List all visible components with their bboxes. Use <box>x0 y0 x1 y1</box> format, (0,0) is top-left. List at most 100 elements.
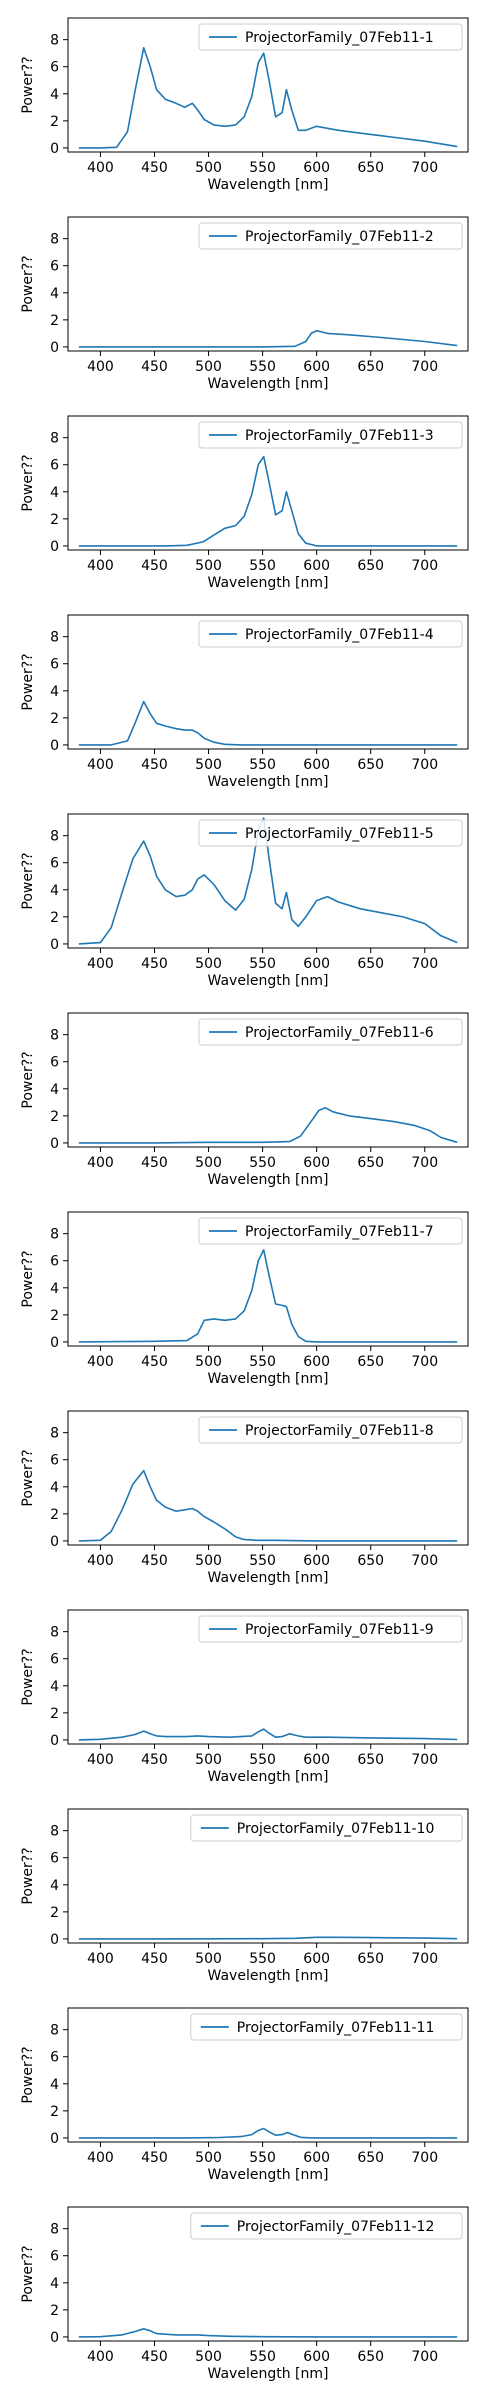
series-line <box>79 331 457 347</box>
x-tick-label: 400 <box>87 2150 114 2166</box>
x-tick-label: 400 <box>87 757 114 773</box>
x-tick-label: 550 <box>249 2349 276 2365</box>
legend-label: ProjectorFamily_07Feb11-5 <box>245 826 434 842</box>
x-axis-label: Wavelength [nm] <box>208 1172 329 1188</box>
y-tick-label: 0 <box>50 1335 59 1351</box>
x-tick-label: 650 <box>357 956 384 972</box>
y-tick-label: 0 <box>50 937 59 953</box>
x-tick-label: 500 <box>195 1553 222 1569</box>
y-tick-label: 8 <box>50 1227 59 1243</box>
subplot-6: 400 450 500 550 600 650 70002468Wavelength [nm… <box>20 1013 468 1188</box>
x-axis-label: Wavelength [nm] <box>208 1371 329 1387</box>
y-tick-label: 6 <box>50 1652 59 1668</box>
legend: ProjectorFamily_07Feb11-3 <box>199 422 462 448</box>
y-tick-label: 2 <box>50 910 59 926</box>
x-tick-label: 600 <box>303 1553 330 1569</box>
x-tick-label: 550 <box>249 1354 276 1370</box>
x-tick-label: 650 <box>357 359 384 375</box>
legend: ProjectorFamily_07Feb11-7 <box>199 1218 462 1244</box>
legend: ProjectorFamily_07Feb11-11 <box>191 2014 462 2040</box>
legend-label: ProjectorFamily_07Feb11-4 <box>245 627 434 643</box>
subplot-5: 400 450 500 550 600 650 700 0 2 4 6 8 Wavelength [nm… <box>20 814 468 989</box>
y-tick-label: 6 <box>50 2249 59 2265</box>
x-axis-label: Wavelength [nm] <box>208 376 329 392</box>
x-tick-label: 600 <box>303 956 330 972</box>
x-tick-label: 650 <box>357 1553 384 1569</box>
subplot-8: 400 450 500 550 600 650 70002468Wavelength [nm… <box>20 1411 468 1586</box>
y-tick-label: 4 <box>50 87 59 103</box>
x-tick-label: 400 <box>87 1354 114 1370</box>
x-axis-label: Wavelength [nm] <box>208 2167 329 2183</box>
y-tick-label: 4 <box>50 883 59 899</box>
x-tick-label: 450 <box>141 1354 168 1370</box>
x-tick-label: 450 <box>141 757 168 773</box>
x-tick-label: 400 <box>87 2349 114 2365</box>
y-axis-label: Power?? <box>20 1648 36 1705</box>
x-tick-label: 550 <box>249 1155 276 1171</box>
y-tick-label: 0 <box>50 340 59 356</box>
x-tick-label: 650 <box>357 160 384 176</box>
y-tick-label: 8 <box>50 1028 59 1044</box>
legend-label: ProjectorFamily_07Feb11-11 <box>237 2020 435 2036</box>
y-axis-label: Power?? <box>20 454 36 511</box>
y-tick-label: 8 <box>50 2023 59 2039</box>
x-tick-label: 650 <box>357 1752 384 1768</box>
y-axis-label: Power?? <box>20 1051 36 1108</box>
x-tick-label: 500 <box>195 359 222 375</box>
x-tick-label: 500 <box>195 757 222 773</box>
y-tick-label: 8 <box>50 232 59 248</box>
x-tick-label: 450 <box>141 1155 168 1171</box>
legend-label: ProjectorFamily_07Feb11-12 <box>237 2219 435 2235</box>
x-tick-label: 550 <box>249 160 276 176</box>
y-tick-label: 6 <box>50 259 59 275</box>
x-tick-label: 500 <box>195 2150 222 2166</box>
x-tick-label: 600 <box>303 1951 330 1967</box>
x-tick-label: 700 <box>411 1354 438 1370</box>
legend-label: ProjectorFamily_07Feb11-7 <box>245 1224 434 1240</box>
y-tick-label: 4 <box>50 684 59 700</box>
x-tick-label: 400 <box>87 1951 114 1967</box>
legend: ProjectorFamily_07Feb11-2 <box>199 223 462 249</box>
legend: ProjectorFamily_07Feb11-6 <box>199 1019 462 1045</box>
subplot-11: 400 450 500 550 600 650 700 0 2 4 6 8 Wavelength [nm… <box>20 2008 468 2183</box>
x-tick-label: 500 <box>195 2349 222 2365</box>
x-tick-label: 700 <box>411 558 438 574</box>
y-tick-label: 0 <box>50 1932 59 1948</box>
x-axis-label: Wavelength [nm] <box>208 575 329 591</box>
legend: ProjectorFamily_07Feb11-1 <box>199 24 462 50</box>
x-tick-label: 550 <box>249 757 276 773</box>
x-tick-label: 550 <box>249 558 276 574</box>
x-tick-label: 700 <box>411 1752 438 1768</box>
y-tick-label: 0 <box>50 141 59 157</box>
y-tick-label: 0 <box>50 539 59 555</box>
x-tick-label: 550 <box>249 1951 276 1967</box>
y-tick-label: 6 <box>50 657 59 673</box>
series-line <box>79 48 457 148</box>
x-tick-label: 650 <box>357 1354 384 1370</box>
x-tick-label: 450 <box>141 160 168 176</box>
subplot-9: 400 450 500 550 600 650 70002468Wavelength [nm… <box>20 1610 468 1785</box>
x-tick-label: 700 <box>411 2349 438 2365</box>
x-axis-label: Wavelength [nm] <box>208 1570 329 1586</box>
x-tick-label: 400 <box>87 1553 114 1569</box>
legend: ProjectorFamily_07Feb11-4 <box>199 621 462 647</box>
legend: ProjectorFamily_07Feb11-12 <box>191 2213 462 2239</box>
x-tick-label: 600 <box>303 1155 330 1171</box>
subplot-2: 400 450 500 550 600 650 70002468Wavelength [nm… <box>20 217 468 392</box>
series-line <box>79 1108 457 1143</box>
y-tick-label: 4 <box>50 1082 59 1098</box>
y-tick-label: 6 <box>50 60 59 76</box>
x-tick-label: 650 <box>357 2349 384 2365</box>
y-tick-label: 8 <box>50 1824 59 1840</box>
subplot-12: 400 450 500 550 600 650 700 0 2 4 6 8 Wavelength [nm… <box>20 2207 468 2382</box>
y-tick-label: 0 <box>50 2131 59 2147</box>
x-axis-label: Wavelength [nm] <box>208 1968 329 1984</box>
x-tick-label: 650 <box>357 558 384 574</box>
x-axis-label: Wavelength [nm] <box>208 1769 329 1785</box>
y-tick-label: 2 <box>50 1706 59 1722</box>
x-tick-label: 500 <box>195 956 222 972</box>
y-tick-label: 4 <box>50 286 59 302</box>
y-tick-label: 2 <box>50 114 59 130</box>
y-axis-label: Power?? <box>20 1847 36 1904</box>
